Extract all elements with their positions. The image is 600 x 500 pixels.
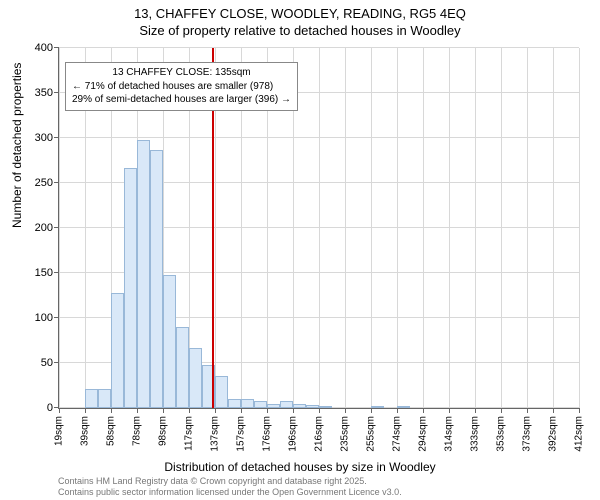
x-tick [163, 408, 164, 413]
histogram-bar [267, 404, 280, 409]
chart-container: 13, CHAFFEY CLOSE, WOODLEY, READING, RG5… [0, 0, 600, 500]
y-tick-label: 250 [35, 177, 53, 189]
histogram-bar [397, 406, 410, 408]
footer-line-1: Contains HM Land Registry data © Crown c… [58, 476, 367, 486]
annotation-line-2: ← 71% of detached houses are smaller (97… [72, 80, 291, 94]
annotation-box: 13 CHAFFEY CLOSE: 135sqm← 71% of detache… [65, 62, 298, 111]
histogram-bar [150, 150, 163, 408]
x-tick-label: 373sqm [522, 416, 533, 452]
gridline-v [423, 48, 424, 408]
histogram-bar [111, 293, 124, 408]
histogram-bar [371, 406, 384, 408]
histogram-bar [163, 275, 176, 408]
x-tick-label: 392sqm [548, 416, 559, 452]
y-tick-label: 150 [35, 267, 53, 279]
histogram-bar [293, 404, 306, 409]
x-tick [449, 408, 450, 413]
x-tick-label: 19sqm [54, 416, 65, 446]
x-tick [527, 408, 528, 413]
histogram-bar [215, 376, 228, 408]
annotation-line-1: 13 CHAFFEY CLOSE: 135sqm [72, 66, 291, 80]
x-tick [111, 408, 112, 413]
y-axis-title: Number of detached properties [10, 63, 24, 228]
x-tick [267, 408, 268, 413]
y-tick-label: 50 [41, 357, 53, 369]
title-line-1: 13, CHAFFEY CLOSE, WOODLEY, READING, RG5… [134, 6, 466, 21]
x-tick-label: 58sqm [106, 416, 117, 446]
gridline-v [501, 48, 502, 408]
gridline-v [553, 48, 554, 408]
histogram-bar [319, 406, 332, 408]
x-tick-label: 117sqm [184, 416, 195, 451]
y-tick-label: 100 [35, 312, 53, 324]
y-tick-label: 200 [35, 222, 53, 234]
histogram-bar [189, 348, 202, 408]
x-tick [345, 408, 346, 413]
x-tick [475, 408, 476, 413]
x-tick-label: 294sqm [418, 416, 429, 452]
x-tick-label: 176sqm [262, 416, 273, 452]
gridline-v [345, 48, 346, 408]
y-tick-label: 400 [35, 42, 53, 54]
gridline-v [397, 48, 398, 408]
x-tick-label: 157sqm [236, 416, 247, 452]
histogram-bar [241, 399, 254, 408]
gridline-v [319, 48, 320, 408]
x-tick-label: 333sqm [470, 416, 481, 452]
annotation-line-3: 29% of semi-detached houses are larger (… [72, 93, 291, 107]
x-tick-label: 78sqm [132, 416, 143, 446]
y-tick-label: 350 [35, 87, 53, 99]
y-tick-label: 0 [47, 402, 53, 414]
x-tick [137, 408, 138, 413]
plot-area: 05010015020025030035040019sqm39sqm58sqm7… [58, 48, 579, 409]
x-tick [85, 408, 86, 413]
footer-line-2: Contains public sector information licen… [58, 487, 402, 497]
x-tick-label: 235sqm [340, 416, 351, 452]
histogram-bar [228, 399, 241, 408]
x-tick-label: 412sqm [574, 416, 585, 452]
gridline-v [579, 48, 580, 408]
footer-attribution: Contains HM Land Registry data © Crown c… [58, 476, 402, 499]
x-tick-label: 314sqm [444, 416, 455, 452]
gridline-v [527, 48, 528, 408]
gridline-v [371, 48, 372, 408]
histogram-bar [98, 389, 111, 408]
title-line-2: Size of property relative to detached ho… [139, 23, 460, 38]
x-tick-label: 353sqm [496, 416, 507, 452]
x-tick-label: 274sqm [392, 416, 403, 452]
x-tick [579, 408, 580, 413]
x-axis-title: Distribution of detached houses by size … [0, 460, 600, 474]
chart-title: 13, CHAFFEY CLOSE, WOODLEY, READING, RG5… [0, 0, 600, 40]
x-tick [501, 408, 502, 413]
y-tick-label: 300 [35, 132, 53, 144]
gridline-v [449, 48, 450, 408]
x-tick [319, 408, 320, 413]
x-tick-label: 137sqm [210, 416, 221, 452]
histogram-bar [137, 140, 150, 408]
x-tick [189, 408, 190, 413]
x-tick [397, 408, 398, 413]
histogram-bar [306, 405, 319, 408]
x-tick [423, 408, 424, 413]
histogram-bar [254, 401, 267, 408]
x-tick [241, 408, 242, 413]
histogram-bar [85, 389, 98, 408]
gridline-v [59, 48, 60, 408]
x-tick-label: 196sqm [288, 416, 299, 452]
histogram-bar [124, 168, 137, 408]
x-tick-label: 255sqm [366, 416, 377, 452]
x-tick [215, 408, 216, 413]
gridline-v [475, 48, 476, 408]
x-tick-label: 98sqm [158, 416, 169, 446]
histogram-bar [280, 401, 293, 408]
x-tick-label: 39sqm [80, 416, 91, 446]
x-tick [553, 408, 554, 413]
x-tick [371, 408, 372, 413]
x-tick [59, 408, 60, 413]
x-tick [293, 408, 294, 413]
x-tick-label: 216sqm [314, 416, 325, 452]
histogram-bar [176, 327, 189, 408]
